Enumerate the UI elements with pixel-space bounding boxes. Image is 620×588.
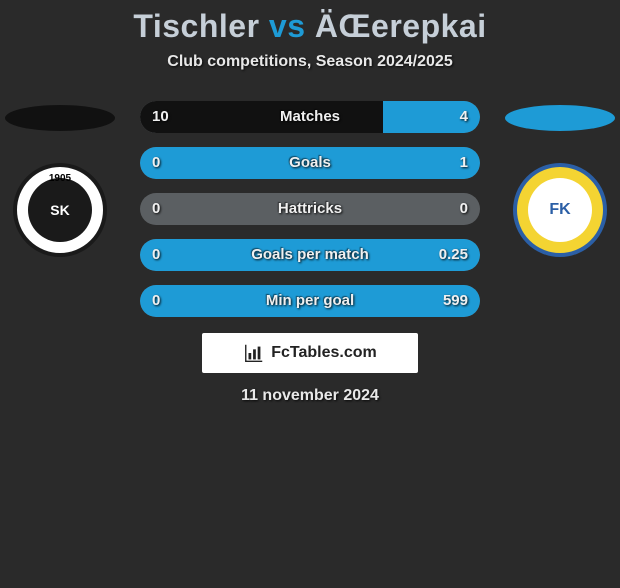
stat-bars: 10Matches40Goals10Hattricks00Goals per m… — [140, 101, 480, 317]
vs-separator: vs — [269, 8, 306, 44]
left-club-badge-inner: 1905 SK — [28, 178, 92, 242]
player2-name: ÄŒerepkai — [315, 8, 487, 44]
watermark-text: FcTables.com — [271, 344, 377, 362]
subtitle: Club competitions, Season 2024/2025 — [0, 53, 620, 71]
stat-label: Hattricks — [140, 193, 480, 225]
stat-right-value: 1 — [460, 147, 468, 179]
left-club-column: 1905 SK — [0, 101, 120, 257]
stat-right-value: 599 — [443, 285, 468, 317]
stat-right-value: 4 — [460, 101, 468, 133]
stat-label: Goals — [140, 147, 480, 179]
right-club-column: FK — [500, 101, 620, 257]
stat-label: Matches — [140, 101, 480, 133]
left-club-short: SK — [50, 202, 69, 218]
left-club-badge: 1905 SK — [13, 163, 107, 257]
chart-icon — [243, 342, 265, 364]
stat-label: Goals per match — [140, 239, 480, 271]
stat-bar: 0Min per goal599 — [140, 285, 480, 317]
right-club-short: FK — [549, 201, 570, 219]
right-ellipse — [505, 105, 615, 131]
stat-right-value: 0 — [460, 193, 468, 225]
right-club-badge: FK — [513, 163, 607, 257]
date-label: 11 november 2024 — [0, 387, 620, 405]
right-club-badge-inner: FK — [528, 178, 592, 242]
stat-bar: 0Hattricks0 — [140, 193, 480, 225]
stat-bar: 0Goals1 — [140, 147, 480, 179]
watermark[interactable]: FcTables.com — [202, 333, 418, 373]
left-club-year: 1905 — [49, 173, 71, 184]
stat-bar: 10Matches4 — [140, 101, 480, 133]
stat-label: Min per goal — [140, 285, 480, 317]
comparison-title: Tischler vs ÄŒerepkai — [0, 8, 620, 45]
player1-name: Tischler — [133, 8, 259, 44]
stat-bar: 0Goals per match0.25 — [140, 239, 480, 271]
left-ellipse — [5, 105, 115, 131]
comparison-content: 1905 SK FK 10Matches40Goals10Hattricks00… — [0, 101, 620, 405]
stat-right-value: 0.25 — [439, 239, 468, 271]
